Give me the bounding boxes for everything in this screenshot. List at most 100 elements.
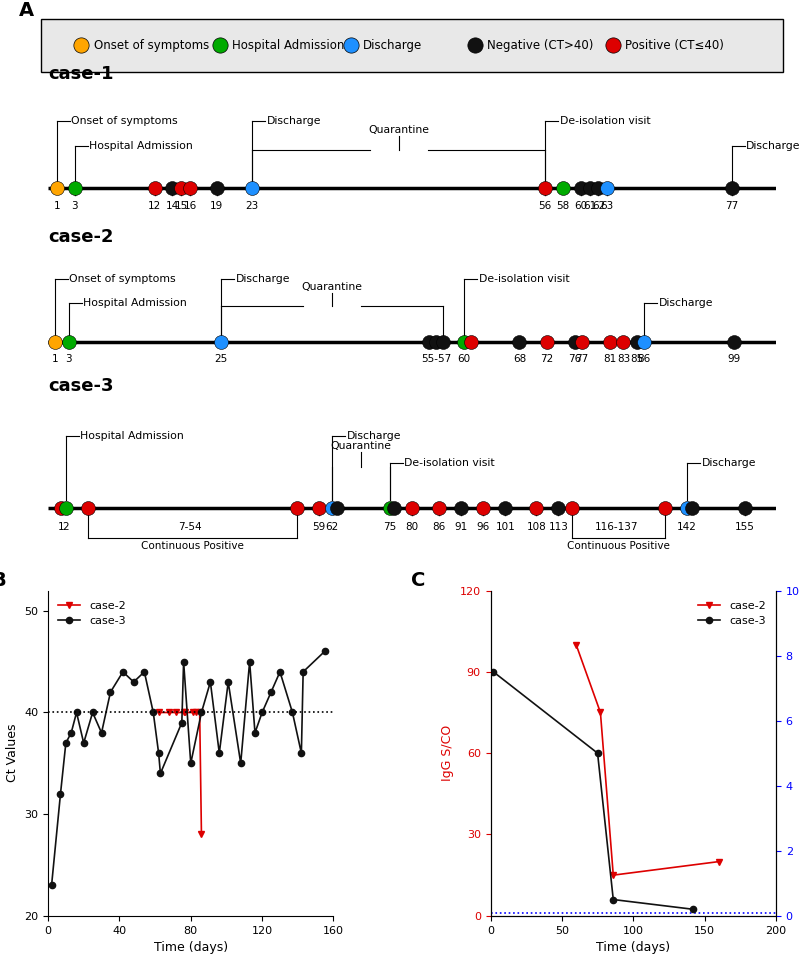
case-3 xyxy=(223,676,233,687)
Line: case-3: case-3 xyxy=(49,649,328,889)
case-3 xyxy=(489,666,498,678)
case-2 xyxy=(195,707,205,718)
Text: Discharge: Discharge xyxy=(236,275,290,284)
Text: case-2: case-2 xyxy=(48,228,114,246)
Line: case-2: case-2 xyxy=(155,710,205,838)
case-3 xyxy=(79,737,89,749)
X-axis label: Time (days): Time (days) xyxy=(596,941,670,954)
case-3 xyxy=(139,666,149,678)
Text: 142: 142 xyxy=(678,522,697,532)
Text: 68: 68 xyxy=(513,354,526,364)
Legend: case-2, case-3: case-2, case-3 xyxy=(694,596,770,630)
Text: 60: 60 xyxy=(458,354,470,364)
case-3 xyxy=(214,747,224,759)
Text: 60: 60 xyxy=(574,201,587,211)
Text: 3: 3 xyxy=(66,354,72,364)
case-3 xyxy=(593,747,602,759)
Text: 12: 12 xyxy=(148,201,161,211)
Text: 63: 63 xyxy=(601,201,614,211)
Text: 16: 16 xyxy=(183,201,197,211)
case-2 xyxy=(197,829,206,841)
Text: De-isolation visit: De-isolation visit xyxy=(404,458,495,469)
case-2 xyxy=(172,707,182,718)
Text: Onset of symptoms: Onset of symptoms xyxy=(71,116,178,125)
case-3 xyxy=(156,767,166,779)
case-2 xyxy=(609,870,618,881)
case-3 xyxy=(179,656,189,667)
case-3 xyxy=(250,727,260,738)
Text: Continuous Positive: Continuous Positive xyxy=(141,541,244,551)
Text: C: C xyxy=(410,571,425,590)
case-3 xyxy=(236,758,246,769)
case-3 xyxy=(298,666,308,678)
Text: Discharge: Discharge xyxy=(702,458,756,469)
case-2 xyxy=(714,856,724,868)
case-2 xyxy=(165,707,174,718)
Text: 76: 76 xyxy=(568,354,582,364)
case-3 xyxy=(275,666,285,678)
Text: Hospital Admission: Hospital Admission xyxy=(89,141,193,150)
case-3 xyxy=(258,707,267,718)
Text: 72: 72 xyxy=(541,354,554,364)
FancyBboxPatch shape xyxy=(41,18,783,71)
Text: case-1: case-1 xyxy=(48,65,114,83)
case-3 xyxy=(266,686,276,698)
Text: 3: 3 xyxy=(71,201,78,211)
Text: 1: 1 xyxy=(52,354,58,364)
Text: Discharge: Discharge xyxy=(266,116,322,125)
case-2 xyxy=(191,707,201,718)
Text: 56: 56 xyxy=(538,201,552,211)
Text: 80: 80 xyxy=(406,522,418,532)
Line: case-2: case-2 xyxy=(573,642,722,878)
Text: 155: 155 xyxy=(735,522,755,532)
case-2 xyxy=(596,707,606,718)
case-2 xyxy=(188,707,198,718)
case-3 xyxy=(609,894,618,905)
case-3 xyxy=(88,707,98,718)
case-3 xyxy=(149,707,158,718)
Text: 15: 15 xyxy=(174,201,188,211)
case-3 xyxy=(129,676,138,687)
case-3 xyxy=(66,727,76,738)
case-3 xyxy=(154,747,163,759)
Text: Discharge: Discharge xyxy=(346,432,401,442)
case-3 xyxy=(118,666,128,678)
Text: 113: 113 xyxy=(549,522,569,532)
Text: 81: 81 xyxy=(603,354,616,364)
Legend: case-2, case-3: case-2, case-3 xyxy=(54,596,130,630)
Text: 14: 14 xyxy=(166,201,179,211)
case-3 xyxy=(689,903,698,915)
Text: Hospital Admission: Hospital Admission xyxy=(83,298,187,308)
Text: 75: 75 xyxy=(383,522,397,532)
X-axis label: Time (days): Time (days) xyxy=(154,941,228,954)
Text: Quarantine: Quarantine xyxy=(302,282,362,292)
case-3 xyxy=(177,717,186,729)
Text: 1: 1 xyxy=(54,201,60,211)
case-2 xyxy=(181,707,190,718)
Text: 86: 86 xyxy=(638,354,651,364)
case-3 xyxy=(186,758,195,769)
Text: 59: 59 xyxy=(312,522,326,532)
Y-axis label: IgG S/CO: IgG S/CO xyxy=(441,725,454,781)
Text: 91: 91 xyxy=(454,522,467,532)
case-3 xyxy=(297,747,306,759)
Text: Discharge: Discharge xyxy=(746,141,800,150)
Text: Hospital Admission: Hospital Admission xyxy=(232,39,345,52)
Text: Onset of symptoms: Onset of symptoms xyxy=(94,39,209,52)
Text: A: A xyxy=(19,1,34,20)
Text: 101: 101 xyxy=(495,522,515,532)
Text: 55-57: 55-57 xyxy=(421,354,451,364)
Y-axis label: Ct Values: Ct Values xyxy=(6,724,18,783)
Text: 62: 62 xyxy=(326,522,338,532)
Text: 61: 61 xyxy=(583,201,596,211)
Text: 58: 58 xyxy=(556,201,570,211)
Text: 77: 77 xyxy=(575,354,589,364)
Text: 85: 85 xyxy=(630,354,644,364)
Text: Quarantine: Quarantine xyxy=(368,124,429,135)
case-3 xyxy=(245,656,254,667)
case-3 xyxy=(46,879,56,891)
Text: Discharge: Discharge xyxy=(363,39,422,52)
Text: Negative (CT>40): Negative (CT>40) xyxy=(487,39,594,52)
Text: 99: 99 xyxy=(728,354,741,364)
case-3 xyxy=(320,646,330,657)
